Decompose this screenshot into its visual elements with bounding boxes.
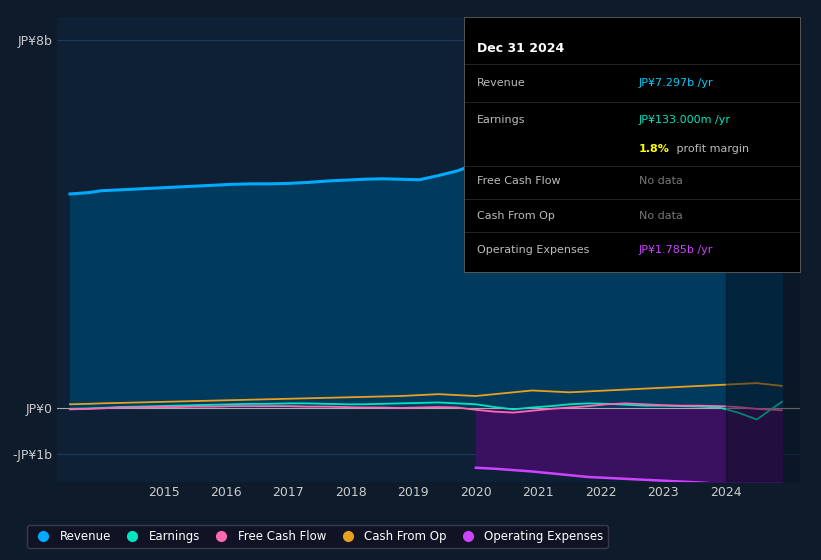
- Legend: Revenue, Earnings, Free Cash Flow, Cash From Op, Operating Expenses: Revenue, Earnings, Free Cash Flow, Cash …: [26, 525, 608, 548]
- Text: profit margin: profit margin: [672, 144, 749, 155]
- Text: Earnings: Earnings: [477, 115, 525, 125]
- Text: JP¥1.785b /yr: JP¥1.785b /yr: [639, 245, 713, 255]
- Text: Cash From Op: Cash From Op: [477, 211, 555, 221]
- Bar: [726, 17, 800, 482]
- Text: JP¥7.297b /yr: JP¥7.297b /yr: [639, 78, 713, 88]
- Text: No data: No data: [639, 211, 683, 221]
- Text: Dec 31 2024: Dec 31 2024: [477, 42, 565, 55]
- Text: No data: No data: [639, 176, 683, 186]
- Text: Revenue: Revenue: [477, 78, 526, 88]
- Text: 1.8%: 1.8%: [639, 144, 670, 155]
- Text: Free Cash Flow: Free Cash Flow: [477, 176, 561, 186]
- Text: JP¥133.000m /yr: JP¥133.000m /yr: [639, 115, 731, 125]
- Text: Operating Expenses: Operating Expenses: [477, 245, 589, 255]
